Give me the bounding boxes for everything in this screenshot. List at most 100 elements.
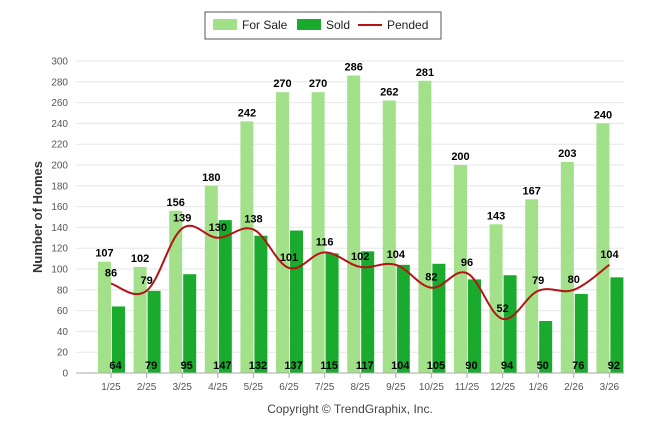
x-tick-label: 7/25 [315, 382, 335, 393]
sold-bar [325, 253, 339, 373]
y-tick-label: 260 [51, 98, 68, 109]
for-sale-bar [98, 261, 111, 373]
for-sale-value-label: 102 [131, 253, 149, 265]
for-sale-bar [560, 161, 574, 373]
for-sale-value-label: 107 [95, 248, 113, 260]
y-tick-label: 20 [57, 348, 69, 359]
y-tick-label: 200 [51, 161, 68, 172]
legend-label-for-sale: For Sale [242, 18, 288, 32]
pended-value-label: 138 [244, 213, 262, 225]
sold-value-label: 90 [465, 360, 477, 372]
sold-bar [361, 251, 375, 373]
legend-label-pended: Pended [387, 18, 428, 32]
sold-value-label: 95 [181, 360, 193, 372]
for-sale-value-label: 167 [523, 185, 541, 197]
y-tick-label: 280 [51, 77, 68, 88]
y-tick-label: 220 [51, 140, 68, 151]
pended-value-label: 139 [173, 212, 191, 224]
for-sale-bar [347, 75, 361, 373]
sold-value-label: 92 [608, 360, 620, 372]
legend-label-sold: Sold [326, 18, 350, 32]
y-tick-label: 180 [51, 181, 68, 192]
for-sale-value-label: 143 [487, 210, 505, 222]
pended-value-label: 102 [351, 251, 369, 263]
sold-value-label: 79 [145, 360, 157, 372]
y-tick-label: 240 [51, 119, 68, 130]
sold-bar [396, 264, 410, 373]
for-sale-value-label: 156 [167, 197, 185, 209]
sold-bar [183, 274, 197, 373]
x-tick-label: 6/25 [279, 382, 299, 393]
pended-value-label: 80 [568, 274, 580, 286]
legend-swatch-for-sale [213, 19, 237, 30]
for-sale-value-label: 281 [416, 67, 434, 79]
sold-value-label: 132 [249, 360, 267, 372]
sold-value-label: 76 [572, 360, 584, 372]
pended-value-label: 116 [316, 236, 334, 248]
for-sale-value-label: 286 [345, 62, 363, 74]
for-sale-bar [169, 210, 183, 373]
x-tick-label: 1/25 [101, 382, 121, 393]
pended-value-label: 96 [461, 257, 473, 269]
pended-line [110, 224, 610, 320]
pended-line-layer [110, 224, 610, 320]
copyright-footer: Copyright © TrendGraphix, Inc. [267, 402, 433, 416]
legend-box [204, 11, 442, 40]
pended-value-label: 79 [532, 275, 544, 287]
sold-value-label: 147 [213, 360, 231, 372]
for-sale-value-label: 262 [380, 87, 398, 99]
axes: 0 20 40 60 80 100 120 140 160 180 200 220 240 260 280 3… [51, 57, 624, 393]
sold-bar [574, 293, 588, 373]
for-sale-value-label: 270 [309, 78, 327, 90]
sold-bar [432, 263, 446, 373]
for-sale-value-label: 180 [202, 172, 220, 184]
for-sale-bar [382, 100, 396, 374]
x-tick-label: 9/25 [386, 382, 406, 393]
for-sale-bar [525, 199, 539, 373]
x-tick-label: 8/25 [350, 382, 370, 393]
sold-bar [218, 220, 232, 373]
pended-value-label: 52 [496, 303, 508, 315]
pended-value-label: 104 [600, 249, 619, 261]
for-sale-bar [418, 80, 432, 373]
x-tick-label: 12/25 [490, 382, 515, 393]
for-sale-bar [489, 224, 503, 373]
sold-bar [539, 321, 553, 373]
pended-value-label: 82 [425, 272, 437, 284]
pended-value-label: 79 [140, 275, 152, 287]
x-tick-label: 3/26 [600, 382, 620, 393]
sold-value-label: 64 [109, 360, 122, 372]
sold-value-label: 50 [537, 360, 549, 372]
y-tick-label: 0 [62, 369, 68, 380]
legend-swatch-sold [297, 19, 321, 30]
for-sale-value-label: 240 [594, 109, 612, 121]
y-tick-label: 140 [51, 223, 68, 234]
x-tick-label: 2/25 [137, 382, 157, 393]
sold-bar [254, 235, 268, 373]
pended-value-label: 130 [209, 222, 227, 234]
x-tick-label: 1/26 [528, 382, 548, 393]
for-sale-bar [311, 92, 325, 373]
for-sale-value-label: 203 [558, 148, 576, 160]
y-tick-label: 80 [57, 285, 69, 296]
bars [98, 75, 624, 374]
pended-value-label: 86 [105, 268, 117, 280]
for-sale-value-label: 200 [451, 151, 469, 163]
y-tick-label: 100 [51, 265, 68, 276]
x-tick-label: 11/25 [455, 382, 480, 393]
sold-bar [503, 275, 517, 373]
pended-value-label: 101 [280, 252, 298, 264]
x-tick-label: 4/25 [208, 382, 228, 393]
for-sale-bar [596, 123, 610, 374]
x-tick-label: 10/25 [419, 382, 444, 393]
y-tick-label: 120 [51, 244, 68, 255]
for-sale-bar [276, 92, 289, 373]
pended-value-label: 104 [387, 249, 406, 261]
data-labels: 107 64 102 79 156 95 180 147 242 132 270 137 270 115 2… [95, 62, 620, 372]
sold-value-label: 137 [284, 360, 302, 372]
sold-bar [610, 277, 624, 373]
for-sale-value-label: 270 [273, 78, 291, 90]
sold-value-label: 105 [427, 360, 445, 372]
for-sale-bar [240, 121, 254, 373]
